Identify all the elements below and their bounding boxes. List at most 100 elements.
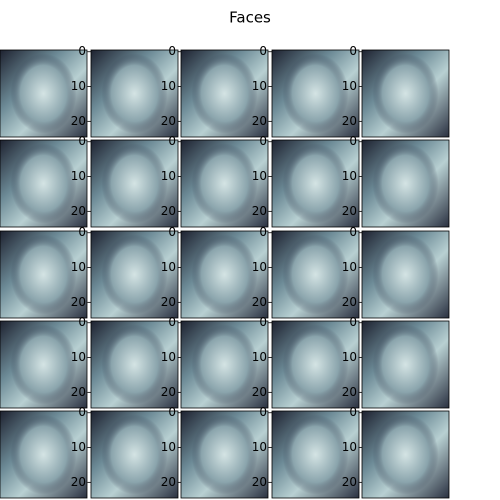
y-tick-label: 0 [78,315,86,329]
y-tick-label: 20 [342,295,357,309]
y-tick-label: 10 [71,260,86,274]
face-shape [101,414,168,495]
face-shape [282,53,349,134]
y-tick-label: 10 [342,169,357,183]
face-shape [101,324,168,405]
axes-frame [361,320,450,409]
y-tick-label: 0 [349,315,357,329]
y-tick-label: 10 [252,79,267,93]
y-tick-label: 20 [161,204,176,218]
face-shape [372,414,439,495]
y-tick-label: 0 [168,405,176,419]
y-tick-label: 0 [349,225,357,239]
y-tick-label: 10 [161,260,176,274]
face-shape [372,324,439,405]
y-tick-label: 20 [71,114,86,128]
face-shape [10,414,77,495]
y-tick-label: 20 [161,114,176,128]
y-tick-label: 10 [71,440,86,454]
face-shape [10,53,77,134]
axes-frame [271,410,360,499]
axes-frame [180,230,269,319]
axes-frame [90,230,179,319]
axes-frame [90,410,179,499]
y-tick-label: 20 [252,295,267,309]
y-tick-label: 0 [78,44,86,58]
axes-frame [0,230,88,319]
axes-frame [271,230,360,319]
face-shape [101,234,168,315]
face-shape [372,143,439,224]
face-shape [10,234,77,315]
face-shape [191,143,258,224]
y-tick-label: 0 [259,315,267,329]
y-tick-label: 10 [161,169,176,183]
axes-frame [180,410,269,499]
y-tick-label: 20 [161,475,176,489]
axes-frame [90,139,179,228]
y-tick-label: 0 [78,134,86,148]
figure-title: Faces [229,9,271,27]
axes-frame [361,410,450,499]
y-tick-label: 20 [71,475,86,489]
face-shape [10,324,77,405]
y-tick-label: 20 [342,475,357,489]
face-shape [101,143,168,224]
y-tick-label: 20 [342,114,357,128]
axes-frame [0,410,88,499]
y-tick-label: 10 [342,440,357,454]
axes-frame [271,320,360,409]
y-tick-label: 20 [252,385,267,399]
axes-frame [180,139,269,228]
y-tick-label: 0 [168,225,176,239]
y-tick-label: 10 [161,440,176,454]
axes-frame [361,139,450,228]
axes-frame [0,139,88,228]
y-tick-label: 10 [161,79,176,93]
y-tick-label: 0 [349,405,357,419]
axes-frame [180,49,269,138]
axes-frame [361,230,450,319]
axes-frame [0,320,88,409]
y-tick-label: 0 [168,44,176,58]
axes-frame [90,49,179,138]
axes-frame [271,139,360,228]
face-shape [282,234,349,315]
y-tick-label: 10 [71,350,86,364]
y-tick-label: 20 [342,204,357,218]
y-tick-label: 10 [71,169,86,183]
y-tick-label: 0 [259,225,267,239]
face-shape [282,143,349,224]
y-tick-label: 0 [78,405,86,419]
y-tick-label: 0 [259,44,267,58]
face-shape [282,324,349,405]
y-tick-label: 0 [78,225,86,239]
y-tick-label: 0 [168,315,176,329]
y-tick-label: 0 [168,134,176,148]
y-tick-label: 10 [252,440,267,454]
y-tick-label: 10 [71,79,86,93]
y-tick-label: 20 [71,385,86,399]
face-shape [282,414,349,495]
y-tick-label: 20 [71,204,86,218]
y-tick-label: 0 [349,44,357,58]
y-tick-label: 0 [259,134,267,148]
y-tick-label: 10 [252,169,267,183]
face-shape [101,53,168,134]
face-shape [191,414,258,495]
y-tick-label: 20 [71,295,86,309]
face-shape [191,324,258,405]
y-tick-label: 10 [342,260,357,274]
face-shape [191,234,258,315]
face-shape [10,143,77,224]
y-tick-label: 20 [252,475,267,489]
axes-frame [271,49,360,138]
axes-frame [0,49,88,138]
y-tick-label: 10 [161,350,176,364]
y-tick-label: 0 [349,134,357,148]
y-tick-label: 10 [252,260,267,274]
y-tick-label: 20 [161,295,176,309]
axes-frame [90,320,179,409]
face-shape [191,53,258,134]
